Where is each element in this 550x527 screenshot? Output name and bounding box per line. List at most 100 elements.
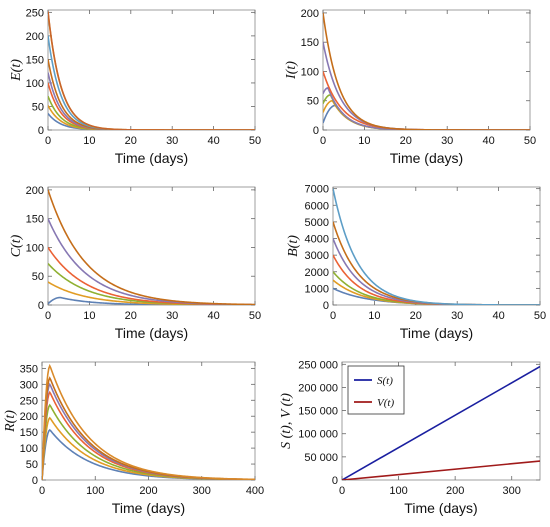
- series-group: [48, 189, 255, 305]
- x-axis-label: Time (days): [112, 500, 185, 516]
- y-tick-label: 5000: [305, 217, 329, 229]
- y-tick-label: 0: [323, 300, 329, 312]
- chart-panel-2: 0 10 20 30 40 50 0 50 100 150 200 Time (days) I(t): [284, 8, 536, 166]
- x-tick-label: 0: [45, 310, 51, 322]
- y-tick-label: 300: [20, 379, 38, 391]
- x-axis-label: Time (days): [390, 150, 463, 166]
- chart-panel-5: 0 100 200 300 400 0 50 100 150 200 250 300 350 Time (…: [3, 361, 264, 516]
- x-tick-label: 30: [451, 310, 463, 322]
- legend: S(t) V(t): [347, 365, 405, 415]
- y-axis-label: C(t): [9, 234, 24, 257]
- x-tick-label: 200: [139, 485, 157, 497]
- y-tick-label: 1000: [305, 283, 329, 295]
- y-tick-label: 200: [26, 185, 44, 197]
- y-axis-label: I(t): [284, 61, 299, 80]
- y-tick-label: 4000: [305, 234, 329, 246]
- x-tick-label: 20: [125, 135, 137, 147]
- y-tick-label: 100: [20, 443, 38, 455]
- series-line-3: [48, 263, 255, 305]
- series-line-8: [48, 12, 255, 130]
- x-tick-label: 10: [83, 310, 95, 322]
- x-axis-label: Time (days): [115, 150, 188, 166]
- series-line-9: [48, 11, 255, 130]
- x-tick-label: 100: [86, 485, 104, 497]
- x-axis-label: Time (days): [115, 325, 188, 341]
- y-tick-label: 150: [20, 427, 38, 439]
- plot-frame: [332, 186, 541, 306]
- y-tick-label: 0: [38, 300, 44, 312]
- x-axis-label: Time (days): [404, 500, 477, 516]
- y-tick-label: 250: [20, 395, 38, 407]
- series-group: [48, 11, 255, 130]
- series-line-4: [48, 246, 255, 305]
- y-tick-label: 2000: [305, 267, 329, 279]
- series-line-1: [342, 365, 540, 480]
- y-tick-label: 7000: [305, 184, 329, 196]
- y-tick-label: 50: [32, 101, 44, 113]
- y-tick-label: 0: [332, 475, 338, 487]
- x-tick-label: 40: [482, 135, 494, 147]
- x-tick-label: 0: [39, 485, 45, 497]
- x-tick-label: 20: [400, 135, 412, 147]
- series-line-7: [333, 188, 540, 305]
- y-tick-label: 6000: [305, 200, 329, 212]
- x-tick-label: 50: [524, 135, 536, 147]
- series-line-2: [333, 279, 540, 305]
- x-tick-label: 0: [339, 485, 345, 497]
- x-tick-label: 10: [83, 135, 95, 147]
- chart-panel-3: 0 10 20 30 40 50 0 50 100 150 200 Time (days) C(t): [9, 185, 261, 341]
- plot-frame: [322, 9, 531, 131]
- y-tick-label: 350: [20, 363, 38, 375]
- series-line-2: [342, 460, 540, 480]
- x-tick-label: 20: [125, 310, 137, 322]
- x-tick-label: 10: [358, 135, 370, 147]
- y-tick-label: 0: [32, 475, 38, 487]
- x-tick-label: 40: [207, 135, 219, 147]
- y-axis-label: E(t): [9, 59, 24, 82]
- chart-panel-6: 0 100 200 300 0 50 000 100 000 150 000 200 000 25…: [279, 359, 541, 516]
- x-tick-label: 40: [492, 310, 504, 322]
- y-tick-label: 50: [307, 96, 319, 108]
- series-group: [333, 188, 540, 305]
- y-tick-label: 50: [32, 271, 44, 283]
- y-tick-label: 200: [301, 8, 319, 20]
- x-tick-label: 300: [503, 485, 521, 497]
- x-tick-label: 10: [368, 310, 380, 322]
- series-line-5: [48, 218, 255, 305]
- x-tick-label: 30: [166, 310, 178, 322]
- y-axis-label: R(t): [3, 410, 18, 433]
- y-tick-label: 0: [38, 125, 44, 137]
- series-line-7: [323, 12, 530, 130]
- y-axis-label: B(t): [286, 235, 301, 257]
- series-line-4: [42, 390, 255, 480]
- y-tick-label: 200: [20, 411, 38, 423]
- x-tick-label: 50: [249, 135, 261, 147]
- y-axis-label: S (t), V (t): [279, 393, 294, 449]
- y-tick-label: 100: [26, 242, 44, 254]
- y-tick-label: 150: [26, 214, 44, 226]
- y-tick-label: 200 000: [298, 382, 338, 394]
- plot-frame: [341, 361, 541, 481]
- y-tick-label: 100 000: [298, 429, 338, 441]
- x-tick-label: 300: [193, 485, 211, 497]
- x-tick-label: 0: [330, 310, 336, 322]
- x-tick-label: 0: [45, 135, 51, 147]
- x-tick-label: 30: [441, 135, 453, 147]
- y-tick-label: 0: [313, 125, 319, 137]
- series-line-6: [323, 42, 530, 130]
- x-axis-label: Time (days): [400, 325, 473, 341]
- x-tick-label: 50: [534, 310, 546, 322]
- legend-label: V(t): [377, 397, 394, 409]
- x-tick-label: 50: [249, 310, 261, 322]
- plot-frame: [41, 361, 256, 481]
- series-line-6: [48, 189, 255, 305]
- series-group: [342, 365, 540, 480]
- legend-box: [347, 365, 405, 415]
- y-tick-label: 3000: [305, 250, 329, 262]
- series-line-7: [48, 35, 255, 130]
- y-tick-label: 150: [26, 54, 44, 66]
- series-line-3: [333, 271, 540, 305]
- y-tick-label: 100: [301, 66, 319, 78]
- y-tick-label: 50 000: [304, 452, 338, 464]
